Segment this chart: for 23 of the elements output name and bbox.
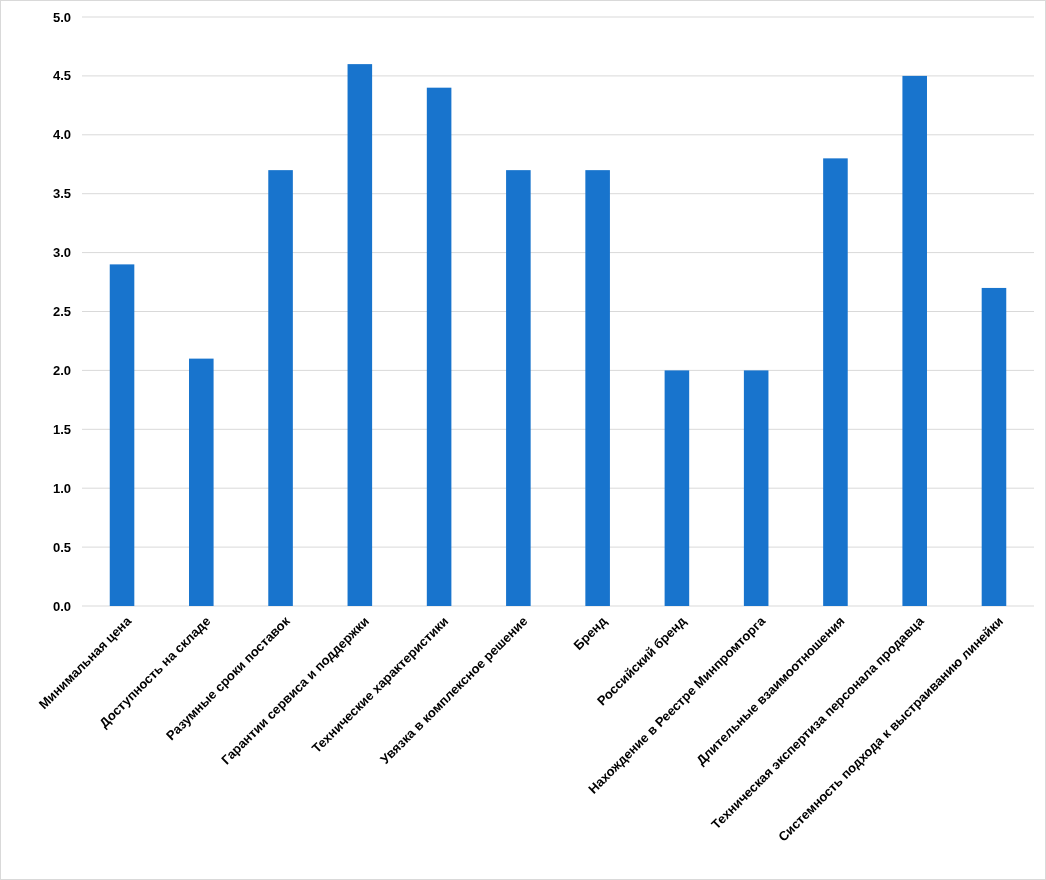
bar [109, 264, 135, 606]
bar [585, 170, 610, 606]
y-tick-label: 2.5 [52, 304, 71, 320]
y-tick-label: 1.5 [52, 421, 71, 437]
y-tick-label: 3.5 [52, 186, 71, 202]
y-tick-label: 0.0 [52, 598, 71, 614]
y-tick-label: 2.0 [52, 362, 71, 378]
y-tick-label: 0.5 [52, 539, 71, 555]
bar [189, 358, 214, 606]
bar [902, 75, 927, 606]
y-tick-label: 4.0 [52, 127, 71, 143]
bar [268, 170, 293, 606]
y-tick-label: 5.0 [52, 9, 71, 25]
bar [981, 287, 1007, 606]
bar [506, 170, 531, 606]
y-tick-label: 1.0 [52, 480, 71, 496]
y-tick-label: 3.0 [52, 245, 71, 261]
y-tick-label: 4.5 [52, 68, 71, 84]
bar [426, 87, 452, 606]
bar [347, 64, 373, 606]
bar [823, 158, 848, 606]
bar [664, 370, 690, 606]
bar [743, 370, 769, 606]
